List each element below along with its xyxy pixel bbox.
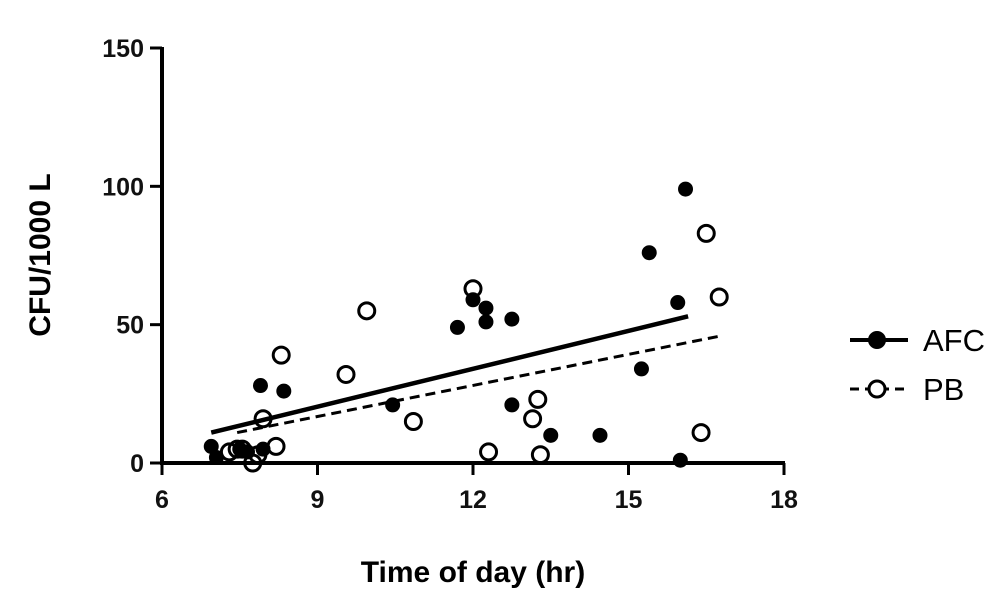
data-points	[203, 181, 729, 473]
trend-lines	[210, 314, 723, 435]
afc-trend-line	[210, 314, 689, 435]
legend-item-afc: AFC	[850, 323, 985, 358]
y-tick-label: 0	[130, 450, 144, 478]
afc-point	[449, 319, 465, 335]
pb-point	[530, 445, 550, 465]
afc-point	[504, 311, 520, 327]
afc-point	[478, 314, 494, 330]
pb-point	[336, 364, 356, 384]
afc-point	[641, 245, 657, 261]
pb-point	[403, 412, 423, 431]
afc-point	[478, 300, 494, 316]
afc-point	[592, 427, 608, 443]
legend-pb-marker	[867, 379, 887, 399]
pb-point	[357, 301, 377, 321]
legend-pb-label: PB	[923, 372, 964, 407]
x-tick-label: 6	[155, 486, 169, 514]
afc-point	[385, 397, 401, 413]
x-tick-label: 15	[615, 486, 643, 514]
legend: AFC PB	[850, 323, 985, 407]
afc-point	[633, 361, 649, 377]
x-tick-label: 18	[770, 486, 798, 514]
pb-point	[248, 445, 268, 465]
y-tick-label: 50	[116, 312, 144, 340]
y-tick-label: 150	[102, 35, 144, 63]
pb-point	[227, 439, 247, 459]
legend-item-pb: PB	[850, 372, 964, 407]
pb-point	[523, 409, 543, 429]
afc-point	[276, 383, 292, 399]
afc-point	[678, 181, 694, 197]
y-tick-label: 100	[102, 173, 144, 201]
afc-point	[670, 295, 686, 311]
pb-point	[709, 287, 729, 307]
pb-point	[691, 423, 711, 443]
legend-afc-label: AFC	[923, 323, 985, 358]
pb-point	[266, 436, 286, 456]
axes	[160, 47, 785, 465]
legend-afc-marker	[868, 331, 886, 349]
pb-point	[696, 223, 716, 243]
pb-trend-line	[236, 334, 723, 435]
pb-point	[271, 345, 291, 365]
pb-point	[463, 279, 483, 299]
pb-point	[253, 409, 273, 429]
ticks: 6 9 12 15 18 0 50 100 150	[102, 35, 798, 514]
x-axis-title: Time of day (hr)	[361, 556, 585, 589]
x-tick-label: 9	[311, 486, 325, 514]
afc-point	[252, 378, 268, 394]
pb-point	[528, 389, 548, 409]
y-axis-title: CFU/1000 L	[24, 173, 57, 336]
x-tick-label: 12	[459, 486, 487, 514]
afc-point	[672, 452, 688, 468]
pb-point	[479, 442, 499, 462]
afc-point	[504, 397, 520, 413]
afc-point	[543, 427, 559, 443]
